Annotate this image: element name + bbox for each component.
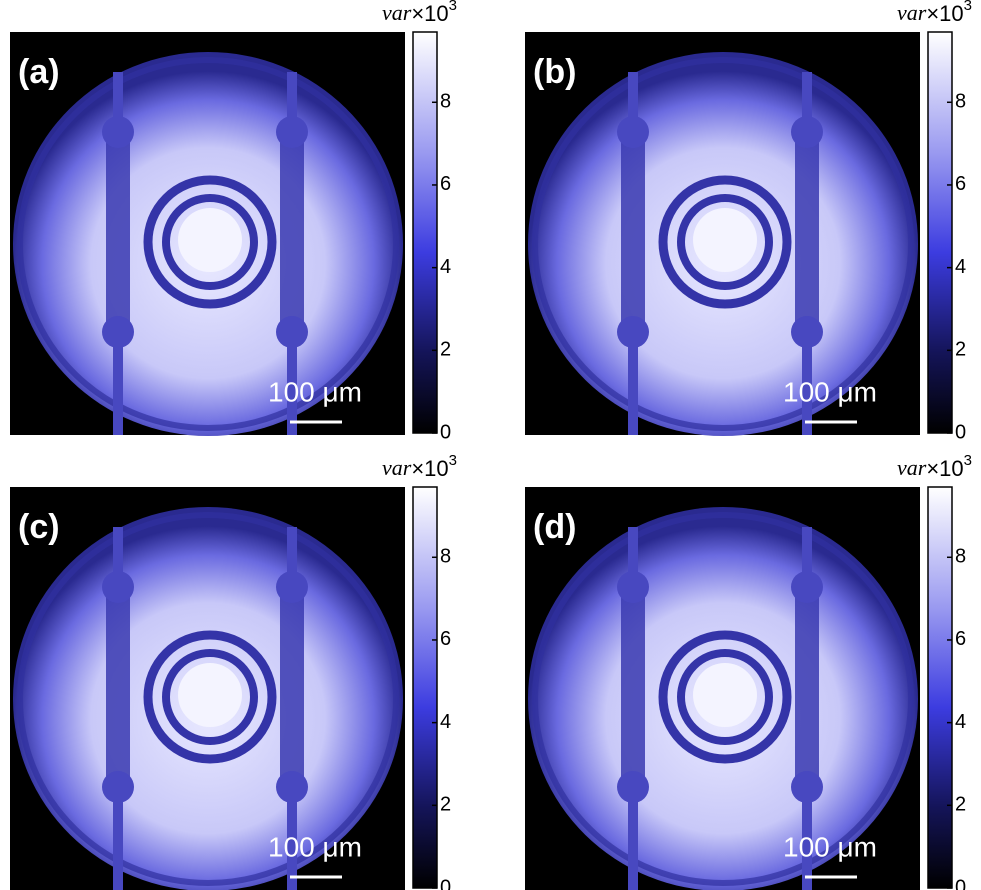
colorbar-title-exponent: 3 bbox=[449, 0, 457, 14]
colorbar-tick-label: 6 bbox=[955, 628, 966, 650]
colorbar-title-multiplier: ×10 bbox=[411, 1, 448, 26]
colorbar-title: var×103 bbox=[897, 452, 972, 481]
electrode-stripe bbox=[106, 597, 130, 787]
electrode-lead bbox=[628, 787, 638, 890]
colorbar-tick-label: 8 bbox=[440, 91, 451, 113]
panel: (b) 100 μm bbox=[525, 32, 920, 436]
center-spot bbox=[693, 663, 757, 727]
panel-label: (c) bbox=[18, 508, 60, 546]
electrode-lead bbox=[802, 72, 812, 132]
electrode-stripe bbox=[795, 597, 819, 787]
panel-label: (a) bbox=[18, 53, 60, 91]
electrode-lead bbox=[287, 72, 297, 132]
colorbar-title-exponent: 3 bbox=[449, 452, 457, 469]
electrode-stripe bbox=[795, 142, 819, 332]
center-spot bbox=[178, 208, 242, 272]
electrode-stripe bbox=[621, 597, 645, 787]
colorbar-tick-label: 2 bbox=[440, 339, 451, 361]
colorbar-tick-label: 8 bbox=[955, 546, 966, 568]
colorbar-title-var: var bbox=[897, 0, 927, 25]
colorbar-tick-label: 6 bbox=[440, 628, 451, 650]
electrode-lead bbox=[628, 332, 638, 435]
colorbar-tick-label: 0 bbox=[440, 876, 451, 890]
scale-bar-label: 100 μm bbox=[783, 831, 877, 862]
colorbar bbox=[413, 487, 437, 888]
colorbar bbox=[928, 487, 952, 888]
panel: (d) 100 μm bbox=[525, 487, 920, 890]
colorbar-tick-label: 6 bbox=[440, 173, 451, 195]
panel-label: (b) bbox=[533, 53, 576, 91]
colorbar-tick-label: 0 bbox=[440, 421, 451, 443]
colorbar bbox=[928, 32, 952, 433]
panel-label: (d) bbox=[533, 508, 576, 546]
center-spot bbox=[693, 208, 757, 272]
electrode-stripe bbox=[621, 142, 645, 332]
colorbar-tick-label: 8 bbox=[955, 91, 966, 113]
colorbar-tick-label: 4 bbox=[955, 256, 966, 278]
colorbar-tick-label: 4 bbox=[955, 711, 966, 733]
colorbar-title-var: var bbox=[897, 455, 927, 480]
electrode-lead bbox=[113, 72, 123, 132]
colorbar-title-multiplier: ×10 bbox=[926, 1, 963, 26]
colorbar-title-var: var bbox=[382, 455, 412, 480]
electrode-lead bbox=[113, 332, 123, 435]
figure-canvas: (a)100 μm02468var×103(b)100 μm02468var×1… bbox=[0, 0, 981, 890]
electrode-stripe bbox=[280, 597, 304, 787]
electrode-stripe bbox=[280, 142, 304, 332]
colorbar-title-multiplier: ×10 bbox=[411, 456, 448, 481]
panel: (a) 100 μm bbox=[10, 32, 405, 436]
scale-bar-label: 100 μm bbox=[783, 376, 877, 407]
colorbar-title: var×103 bbox=[897, 0, 972, 26]
colorbar-tick-label: 4 bbox=[440, 711, 451, 733]
colorbar-tick-label: 8 bbox=[440, 546, 451, 568]
panel: (c) 100 μm bbox=[10, 487, 405, 890]
colorbar-tick-label: 2 bbox=[440, 794, 451, 816]
center-spot bbox=[178, 663, 242, 727]
scale-bar-label: 100 μm bbox=[268, 376, 362, 407]
electrode-lead bbox=[287, 527, 297, 587]
electrode-lead bbox=[802, 527, 812, 587]
electrode-lead bbox=[628, 72, 638, 132]
colorbar-title-multiplier: ×10 bbox=[926, 456, 963, 481]
colorbar-title-var: var bbox=[382, 0, 412, 25]
electrode-lead bbox=[628, 527, 638, 587]
colorbar-title: var×103 bbox=[382, 0, 457, 26]
colorbar-tick-label: 0 bbox=[955, 421, 966, 443]
colorbar-tick-label: 6 bbox=[955, 173, 966, 195]
colorbar-title-exponent: 3 bbox=[964, 0, 972, 14]
electrode-lead bbox=[113, 527, 123, 587]
colorbar-title-exponent: 3 bbox=[964, 452, 972, 469]
electrode-lead bbox=[113, 787, 123, 890]
colorbar-title: var×103 bbox=[382, 452, 457, 481]
electrode-stripe bbox=[106, 142, 130, 332]
colorbar-tick-label: 0 bbox=[955, 876, 966, 890]
figure: (a)100 μm02468var×103(b)100 μm02468var×1… bbox=[0, 0, 981, 890]
scale-bar-label: 100 μm bbox=[268, 831, 362, 862]
colorbar bbox=[413, 32, 437, 433]
colorbar-tick-label: 4 bbox=[440, 256, 451, 278]
colorbar-tick-label: 2 bbox=[955, 339, 966, 361]
colorbar-tick-label: 2 bbox=[955, 794, 966, 816]
